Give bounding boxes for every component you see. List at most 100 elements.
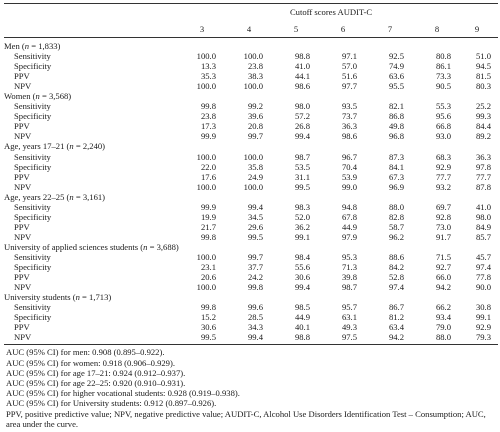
table-cell: 97.1 xyxy=(341,51,357,62)
group-label: Age, years 17–21 (n = 2,240) xyxy=(4,141,106,152)
header-title: Cutoff scores AUDIT-C xyxy=(289,7,373,17)
table-cell: 66.2 xyxy=(435,302,451,313)
table-cell: 81.5 xyxy=(475,71,491,82)
table-cell: 100.0 xyxy=(196,282,216,293)
table-cell: 98.5 xyxy=(294,302,310,313)
table-cell: 98.0 xyxy=(475,211,491,222)
table-cell: 87.3 xyxy=(388,151,404,162)
table-cell: 94.2 xyxy=(388,332,404,343)
table-row: Specificity 15.2 28.5 44.9 63.1 81.2 93.4 99.1 xyxy=(4,312,498,322)
group-label: University students (n = 1,713) xyxy=(4,292,112,303)
table-cell: 71.3 xyxy=(341,262,357,273)
column-header-6: 8 xyxy=(434,24,440,34)
table-cell: 100.0 xyxy=(243,81,263,92)
table-row: Sensitivity 99.8 99.2 98.0 93.5 82.1 55.3 25.2 xyxy=(4,101,498,111)
table-cell: 17.6 xyxy=(200,171,216,182)
table-cell: 17.3 xyxy=(200,121,216,132)
table-cell: 86.8 xyxy=(388,111,404,122)
table-cell: 97.8 xyxy=(475,161,491,172)
table-cell: 22.0 xyxy=(200,161,216,172)
table-cell: 92.9 xyxy=(475,322,491,333)
table-cell: 93.4 xyxy=(435,312,451,323)
table-row: PPV 17.3 20.8 26.8 36.3 49.8 66.8 84.4 xyxy=(4,121,498,131)
table-cell: 34.3 xyxy=(247,322,263,333)
table-cell: 99.5 xyxy=(200,332,216,343)
table-header-group: Cutoff scores AUDIT-C xyxy=(4,4,498,20)
table-cell: 93.5 xyxy=(341,101,357,112)
table-cell: 67.8 xyxy=(341,211,357,222)
footnote-line: PPV, positive predictive value; NPV, neg… xyxy=(6,408,486,429)
measure-label: NPV xyxy=(14,131,32,142)
table-cell: 20.8 xyxy=(247,121,263,132)
table-cell: 90.0 xyxy=(475,282,491,293)
table-cell: 82.1 xyxy=(388,101,404,112)
table-cell: 88.6 xyxy=(388,251,404,262)
table-cell: 52.8 xyxy=(388,272,404,283)
table-cell: 79.0 xyxy=(435,322,451,333)
table-row: Sensitivity 100.0 100.0 98.7 96.7 87.3 68.3 36.… xyxy=(4,152,498,162)
table-cell: 99.8 xyxy=(200,101,216,112)
table-cell: 74.9 xyxy=(388,61,404,72)
table-cell: 23.8 xyxy=(247,61,263,72)
table-cell: 92.8 xyxy=(435,211,451,222)
column-header-5: 7 xyxy=(387,24,393,34)
group-label: Women (n = 3,568) xyxy=(4,91,72,102)
measure-label: Specificity xyxy=(14,312,52,323)
table-cell: 44.1 xyxy=(294,71,310,82)
table-cell: 92.9 xyxy=(435,161,451,172)
table-cell: 86.7 xyxy=(388,302,404,313)
table-row: Sensitivity 99.9 99.4 98.3 94.8 88.0 69.7 41.0 xyxy=(4,202,498,212)
group-header-row: Age, years 22–25 (n = 3,161) xyxy=(4,192,498,202)
table-cell: 23.8 xyxy=(200,111,216,122)
table-row: NPV 99.5 99.4 98.8 97.5 94.2 88.0 79.3 xyxy=(4,332,498,342)
column-header-row: 3 4 5 6 7 8 9 xyxy=(4,20,498,37)
table-cell: 93.0 xyxy=(435,131,451,142)
table-row: Sensitivity 100.0 99.7 98.4 95.3 88.6 71.5 45.7 xyxy=(4,252,498,262)
table-cell: 30.6 xyxy=(294,272,310,283)
table-cell: 51.6 xyxy=(341,71,357,82)
table-cell: 99.9 xyxy=(200,201,216,212)
table-cell: 73.3 xyxy=(435,71,451,82)
table-cell: 23.1 xyxy=(200,262,216,273)
table-cell: 40.1 xyxy=(294,322,310,333)
table-cell: 36.3 xyxy=(475,151,491,162)
table-cell: 99.3 xyxy=(475,111,491,122)
measure-label: PPV xyxy=(14,272,30,283)
table-cell: 97.7 xyxy=(341,81,357,92)
table-cell: 84.1 xyxy=(388,161,404,172)
table-cell: 100.0 xyxy=(243,151,263,162)
table-cell: 84.2 xyxy=(388,262,404,273)
table-cell: 63.1 xyxy=(341,312,357,323)
table-cell: 98.0 xyxy=(294,101,310,112)
table-row: NPV 99.8 99.5 99.1 97.9 96.2 91.7 85.7 xyxy=(4,232,498,242)
table-cell: 31.1 xyxy=(294,171,310,182)
table-cell: 28.5 xyxy=(247,312,263,323)
table-cell: 89.2 xyxy=(475,131,491,142)
table-cell: 67.3 xyxy=(388,171,404,182)
table-cell: 99.4 xyxy=(294,131,310,142)
table-row: NPV 100.0 99.8 99.4 98.7 97.4 94.2 90.0 xyxy=(4,282,498,292)
column-header-7: 9 xyxy=(474,24,480,34)
table-cell: 96.8 xyxy=(388,131,404,142)
table-cell: 97.4 xyxy=(388,282,404,293)
table-cell: 73.7 xyxy=(341,111,357,122)
table-cell: 99.7 xyxy=(247,251,263,262)
table-cell: 95.5 xyxy=(388,81,404,92)
table-cell: 20.6 xyxy=(200,272,216,283)
table-cell: 41.0 xyxy=(475,201,491,212)
group-header-row: University of applied sciences students … xyxy=(4,242,498,252)
measure-label: PPV xyxy=(14,71,30,82)
footnote-line: AUC (95% CI) for age 17–21: 0.924 (0.912… xyxy=(6,367,186,378)
table-cell: 96.9 xyxy=(388,181,404,192)
measure-label: PPV xyxy=(14,171,30,182)
table-cell: 73.0 xyxy=(435,221,451,232)
table-cell: 98.8 xyxy=(294,51,310,62)
group-header-row: Men (n = 1,833) xyxy=(4,41,498,51)
column-header-2: 4 xyxy=(246,24,252,34)
measure-label: NPV xyxy=(14,332,32,343)
table-cell: 70.4 xyxy=(341,161,357,172)
table-row: PPV 30.6 34.3 40.1 49.3 63.4 79.0 92.9 xyxy=(4,322,498,332)
table-cell: 100.0 xyxy=(243,181,263,192)
table-cell: 25.2 xyxy=(475,101,491,112)
